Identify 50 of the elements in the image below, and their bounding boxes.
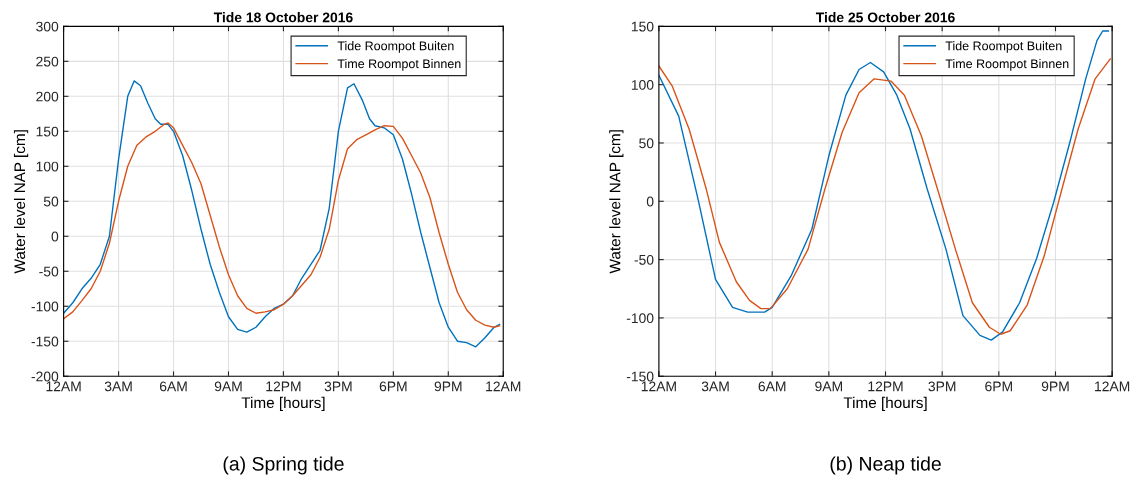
- legend-label: Time Roompot Binnen: [945, 58, 1069, 71]
- y-tick-label: 0: [646, 196, 654, 207]
- y-tick-label: -150: [31, 336, 59, 347]
- legend-label: Tide Roompot Buiten: [945, 41, 1062, 53]
- x-tick-label: 3PM: [928, 381, 956, 392]
- y-tick-label: -50: [634, 254, 654, 265]
- y-tick-label: 250: [36, 56, 59, 67]
- x-tick-label: 12AM: [641, 381, 676, 392]
- x-tick-label: 3AM: [701, 381, 729, 392]
- y-tick-label: 0: [51, 231, 59, 242]
- y-axis-title: Water level NAP [cm]: [609, 130, 624, 274]
- y-tick-label: 50: [43, 196, 59, 207]
- x-tick-label: 6AM: [758, 381, 786, 392]
- y-tick-label: -100: [31, 301, 59, 312]
- y-tick-label: 150: [36, 126, 59, 137]
- x-tick-label: 9AM: [214, 381, 242, 392]
- y-tick-label: 100: [36, 161, 59, 172]
- x-tick-label: 9PM: [434, 381, 462, 392]
- y-tick-label: 100: [631, 79, 654, 90]
- x-tick-label: 6PM: [379, 381, 407, 392]
- x-tick-label: 12AM: [46, 381, 81, 392]
- text: (a) Spring tide: [223, 456, 344, 475]
- chart-title: Tide 25 October 2016: [815, 12, 955, 23]
- x-tick-label: 6PM: [985, 381, 1012, 392]
- y-tick-label: -150: [626, 371, 654, 382]
- x-tick-label: 12PM: [266, 381, 301, 392]
- x-axis-title: Time [hours]: [241, 396, 325, 412]
- line-series: [63, 80, 501, 348]
- y-tick-label: 300: [36, 21, 59, 32]
- chart-title: Tide 18 October 2016: [213, 12, 353, 23]
- x-tick-label: 3AM: [104, 381, 132, 392]
- legend-label: Time Roompot Binnen: [337, 58, 461, 71]
- line-series: [63, 122, 501, 328]
- x-tick-label: 6AM: [159, 381, 187, 392]
- y-axis-title: Water level NAP [cm]: [13, 130, 29, 274]
- x-tick-label: 3PM: [324, 381, 352, 392]
- y-tick-label: -100: [626, 313, 654, 324]
- x-tick-label: 9AM: [815, 381, 842, 392]
- x-tick-label: 12PM: [868, 381, 903, 392]
- y-tick-label: 200: [36, 91, 59, 102]
- y-tick-label: -200: [31, 371, 59, 382]
- y-tick-label: 50: [639, 138, 654, 149]
- text: (b) Neap tide: [830, 456, 941, 475]
- x-tick-label: 9PM: [1041, 381, 1069, 392]
- y-tick-label: 150: [631, 21, 654, 32]
- legend-label: Tide Roompot Buiten: [337, 41, 454, 53]
- x-axis-title: Time [hours]: [843, 396, 927, 412]
- y-tick-label: -50: [39, 266, 59, 277]
- x-tick-label: 12AM: [1095, 381, 1130, 392]
- x-tick-label: 12AM: [486, 381, 521, 392]
